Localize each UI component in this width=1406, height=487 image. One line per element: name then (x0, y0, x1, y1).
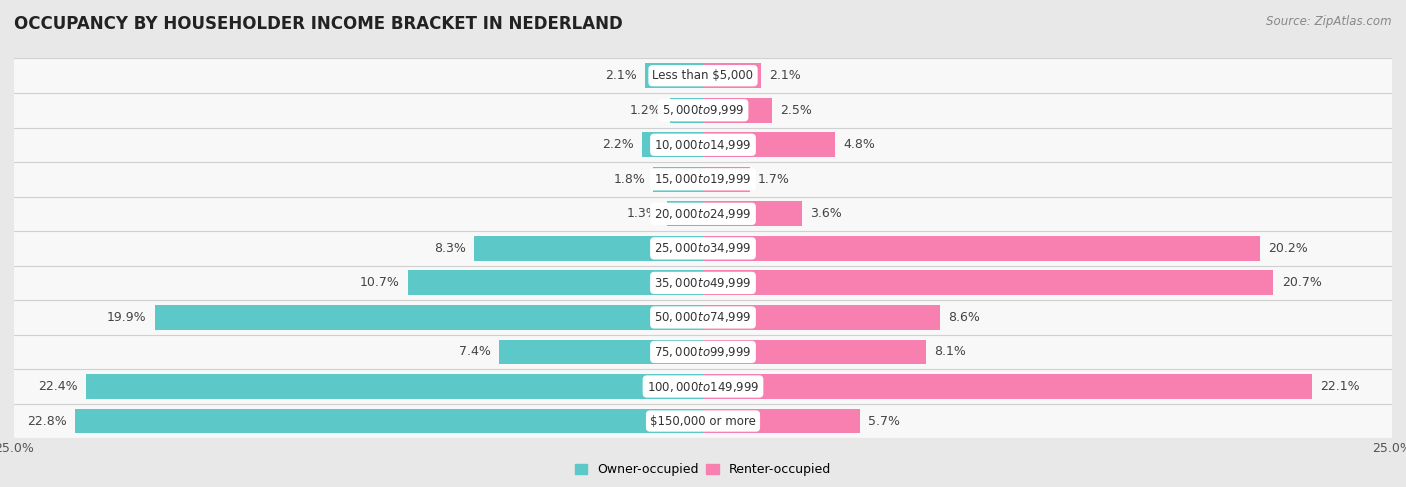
Legend: Owner-occupied, Renter-occupied: Owner-occupied, Renter-occupied (569, 458, 837, 482)
Bar (703, 339, 927, 364)
Bar (0, 58, 1406, 93)
Bar (0, 404, 1406, 438)
Text: $25,000 to $34,999: $25,000 to $34,999 (654, 242, 752, 255)
Bar (0, 197, 1406, 231)
Bar (703, 270, 1274, 295)
Text: 22.8%: 22.8% (27, 414, 66, 428)
Bar (654, 167, 703, 192)
Bar (0, 93, 1406, 128)
Bar (0, 335, 1406, 369)
Bar (703, 305, 941, 330)
Bar (86, 374, 703, 399)
Text: 10.7%: 10.7% (360, 277, 399, 289)
Text: 8.3%: 8.3% (434, 242, 465, 255)
Text: 22.4%: 22.4% (38, 380, 77, 393)
Bar (703, 63, 761, 88)
Bar (703, 236, 1260, 261)
Bar (703, 98, 772, 123)
Bar (155, 305, 703, 330)
Text: 8.6%: 8.6% (948, 311, 980, 324)
Text: 22.1%: 22.1% (1320, 380, 1360, 393)
Text: $5,000 to $9,999: $5,000 to $9,999 (662, 103, 744, 117)
Bar (0, 300, 1406, 335)
Text: 2.1%: 2.1% (769, 69, 801, 82)
Text: 3.6%: 3.6% (810, 207, 842, 220)
Bar (703, 202, 803, 226)
Bar (474, 236, 703, 261)
Bar (408, 270, 703, 295)
Text: 20.7%: 20.7% (1282, 277, 1322, 289)
Text: Source: ZipAtlas.com: Source: ZipAtlas.com (1267, 15, 1392, 28)
Text: $10,000 to $14,999: $10,000 to $14,999 (654, 138, 752, 152)
Text: 5.7%: 5.7% (869, 414, 900, 428)
Bar (703, 374, 1312, 399)
Text: Less than $5,000: Less than $5,000 (652, 69, 754, 82)
Text: 1.3%: 1.3% (627, 207, 659, 220)
Text: 7.4%: 7.4% (458, 345, 491, 358)
Text: OCCUPANCY BY HOUSEHOLDER INCOME BRACKET IN NEDERLAND: OCCUPANCY BY HOUSEHOLDER INCOME BRACKET … (14, 15, 623, 33)
Text: $100,000 to $149,999: $100,000 to $149,999 (647, 379, 759, 393)
Text: 19.9%: 19.9% (107, 311, 146, 324)
Bar (669, 98, 703, 123)
Bar (0, 128, 1406, 162)
Text: $75,000 to $99,999: $75,000 to $99,999 (654, 345, 752, 359)
Text: 4.8%: 4.8% (844, 138, 876, 151)
Text: $20,000 to $24,999: $20,000 to $24,999 (654, 207, 752, 221)
Bar (643, 132, 703, 157)
Bar (703, 167, 749, 192)
Text: $50,000 to $74,999: $50,000 to $74,999 (654, 310, 752, 324)
Bar (645, 63, 703, 88)
Text: 1.2%: 1.2% (630, 104, 662, 117)
Text: $15,000 to $19,999: $15,000 to $19,999 (654, 172, 752, 187)
Bar (0, 162, 1406, 197)
Bar (668, 202, 703, 226)
Text: $35,000 to $49,999: $35,000 to $49,999 (654, 276, 752, 290)
Bar (75, 409, 703, 433)
Bar (499, 339, 703, 364)
Text: 20.2%: 20.2% (1268, 242, 1308, 255)
Bar (703, 132, 835, 157)
Bar (0, 265, 1406, 300)
Bar (703, 409, 860, 433)
Text: 1.7%: 1.7% (758, 173, 790, 186)
Bar (0, 369, 1406, 404)
Text: 8.1%: 8.1% (935, 345, 966, 358)
Text: 2.1%: 2.1% (605, 69, 637, 82)
Text: 2.5%: 2.5% (780, 104, 813, 117)
Bar (0, 231, 1406, 265)
Text: $150,000 or more: $150,000 or more (650, 414, 756, 428)
Text: 2.2%: 2.2% (602, 138, 634, 151)
Text: 1.8%: 1.8% (613, 173, 645, 186)
